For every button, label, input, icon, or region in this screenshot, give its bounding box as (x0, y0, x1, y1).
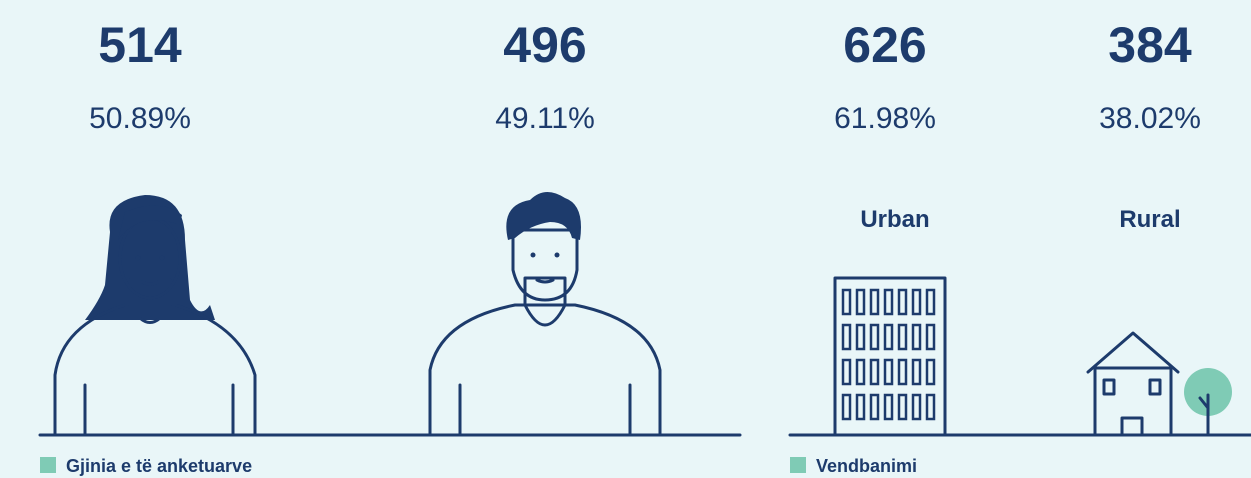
window (897, 288, 908, 316)
percent: 61.98% (834, 102, 936, 135)
window (911, 358, 922, 386)
window (855, 393, 866, 421)
woman-icon (53, 195, 257, 437)
window (869, 358, 880, 386)
window (841, 393, 852, 421)
window (883, 393, 894, 421)
window (911, 323, 922, 351)
caption: Gjinia e të anketuarve (66, 456, 252, 476)
window (925, 358, 936, 386)
window (925, 393, 936, 421)
percent: 50.89% (89, 102, 191, 135)
window (869, 393, 880, 421)
label: Rural (1119, 206, 1180, 233)
caption: Vendbanimi (816, 456, 917, 476)
window (911, 393, 922, 421)
window (925, 323, 936, 351)
window (855, 323, 866, 351)
window (841, 358, 852, 386)
house-icon (1086, 331, 1232, 437)
window (925, 288, 936, 316)
count: 514 (98, 17, 182, 73)
window (841, 323, 852, 351)
window (883, 358, 894, 386)
window (869, 323, 880, 351)
window (855, 358, 866, 386)
window (883, 288, 894, 316)
window (897, 393, 908, 421)
window (841, 288, 852, 316)
window (855, 288, 866, 316)
caption-marker (40, 457, 56, 473)
label: Urban (860, 206, 929, 233)
caption-marker (790, 457, 806, 473)
window (897, 323, 908, 351)
count: 384 (1108, 17, 1192, 73)
man-icon (428, 191, 662, 437)
percent: 38.02% (1099, 102, 1201, 135)
count: 496 (503, 17, 586, 73)
percent: 49.11% (495, 102, 595, 135)
window (911, 288, 922, 316)
window (869, 288, 880, 316)
building-icon (833, 276, 947, 437)
count: 626 (843, 17, 926, 73)
window (883, 323, 894, 351)
window (897, 358, 908, 386)
